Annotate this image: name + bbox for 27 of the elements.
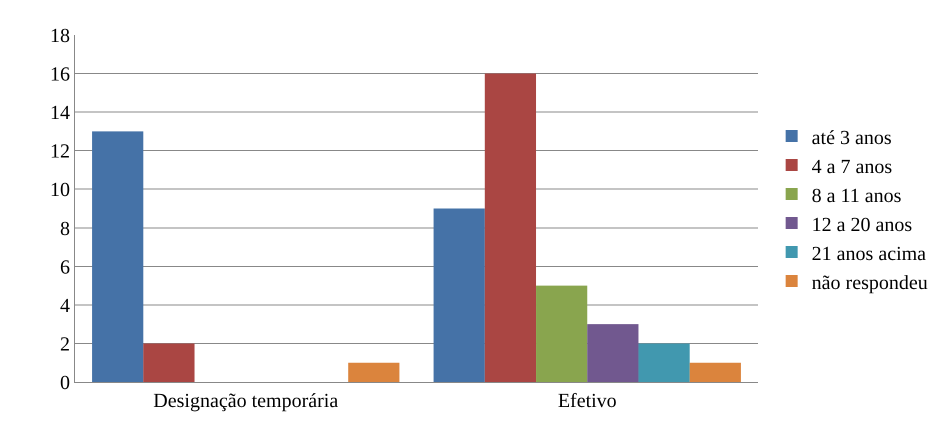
legend-label: não respondeu [812,272,928,294]
legend-label: 21 anos acima [812,242,926,265]
y-tick-label: 18 [50,25,70,47]
y-tick-label: 6 [60,256,70,278]
bar [536,286,588,382]
legend-label: 4 a 7 anos [812,156,892,178]
bar [690,362,741,382]
y-tick-label: 2 [60,333,70,356]
y-tick-label: 0 [60,372,70,394]
x-tick-label: Efetivo [558,390,617,412]
y-tick-label: 8 [60,218,70,240]
y-tick-label: 10 [50,179,70,202]
y-tick-label: 16 [50,64,70,86]
bar [484,74,536,382]
bar [348,362,400,382]
y-tick-label: 14 [50,102,70,124]
legend-label: 8 a 11 anos [812,184,902,207]
bar [587,324,638,382]
legend-label: 12 a 20 anos [812,214,912,236]
y-tick-label: 4 [60,294,70,317]
bar [92,131,144,382]
legend-label: até 3 anos [812,126,892,149]
bar [638,343,690,382]
bar [143,343,195,382]
y-tick-label: 12 [50,140,70,163]
x-tick-label: Designação temporária [153,390,338,412]
bar [434,208,485,382]
